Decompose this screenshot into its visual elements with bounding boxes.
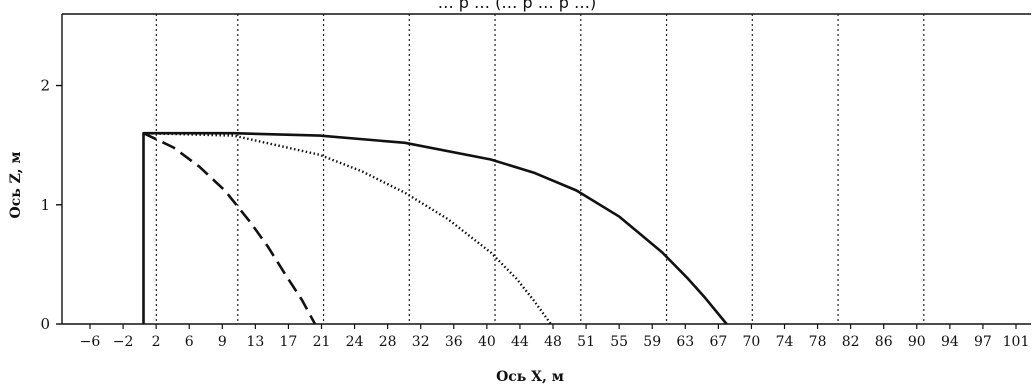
- x-tick-label: 17: [280, 334, 298, 350]
- ticks-layer: 0 1 2 −6 −2 2 6 9 13 17 21 24 28 32 36 40 44 48 51 55 59 63 67…: [40, 77, 1029, 350]
- series-line-dotted: [143, 132, 552, 325]
- x-tick-label: 6: [185, 334, 194, 350]
- x-tick-label: 86: [875, 334, 893, 350]
- x-tick-label: 2: [152, 334, 161, 350]
- x-tick-label: 44: [511, 334, 529, 350]
- x-tick-label: 24: [346, 334, 364, 350]
- y-tick-label: 1: [40, 196, 50, 214]
- chart-title: … р … (… р … р …): [438, 0, 597, 12]
- x-tick-label: 59: [643, 334, 661, 350]
- x-axis-title: Ось X, м: [496, 369, 564, 385]
- series-layer: [142, 131, 728, 325]
- x-tick-label: 70: [743, 334, 761, 350]
- axes-layer: [61, 13, 1031, 325]
- x-tick-label: −2: [113, 334, 134, 350]
- x-tick-label: 67: [709, 334, 727, 350]
- x-tick-label: 21: [313, 334, 331, 350]
- series-line-solid: [142, 131, 728, 325]
- x-tick-label: 51: [577, 334, 595, 350]
- x-tick-label: 55: [610, 334, 628, 350]
- x-tick-label: 13: [246, 334, 264, 350]
- y-tick-label: 0: [40, 315, 50, 333]
- x-tick-label: 94: [941, 334, 959, 350]
- x-tick-label: 82: [842, 334, 860, 350]
- x-tick-label: 9: [218, 334, 227, 350]
- x-tick-label: 74: [776, 334, 794, 350]
- grid-layer: [155, 14, 925, 324]
- x-tick-label: 90: [908, 334, 926, 350]
- x-tick-label: 63: [676, 334, 694, 350]
- x-tick-label: 97: [974, 334, 992, 350]
- x-tick-label: 28: [379, 334, 397, 350]
- x-tick-label: 101: [1003, 334, 1030, 350]
- x-tick-label: 78: [809, 334, 827, 350]
- x-tick-label: −6: [80, 334, 101, 350]
- y-axis-title: Ось Z, м: [8, 152, 24, 219]
- x-tick-label: 36: [445, 334, 463, 350]
- y-tick-label: 2: [40, 77, 50, 95]
- x-tick-label: 32: [412, 334, 430, 350]
- series-line-dashed: [142, 132, 317, 325]
- x-tick-label: 40: [478, 334, 496, 350]
- x-tick-label: 48: [544, 334, 562, 350]
